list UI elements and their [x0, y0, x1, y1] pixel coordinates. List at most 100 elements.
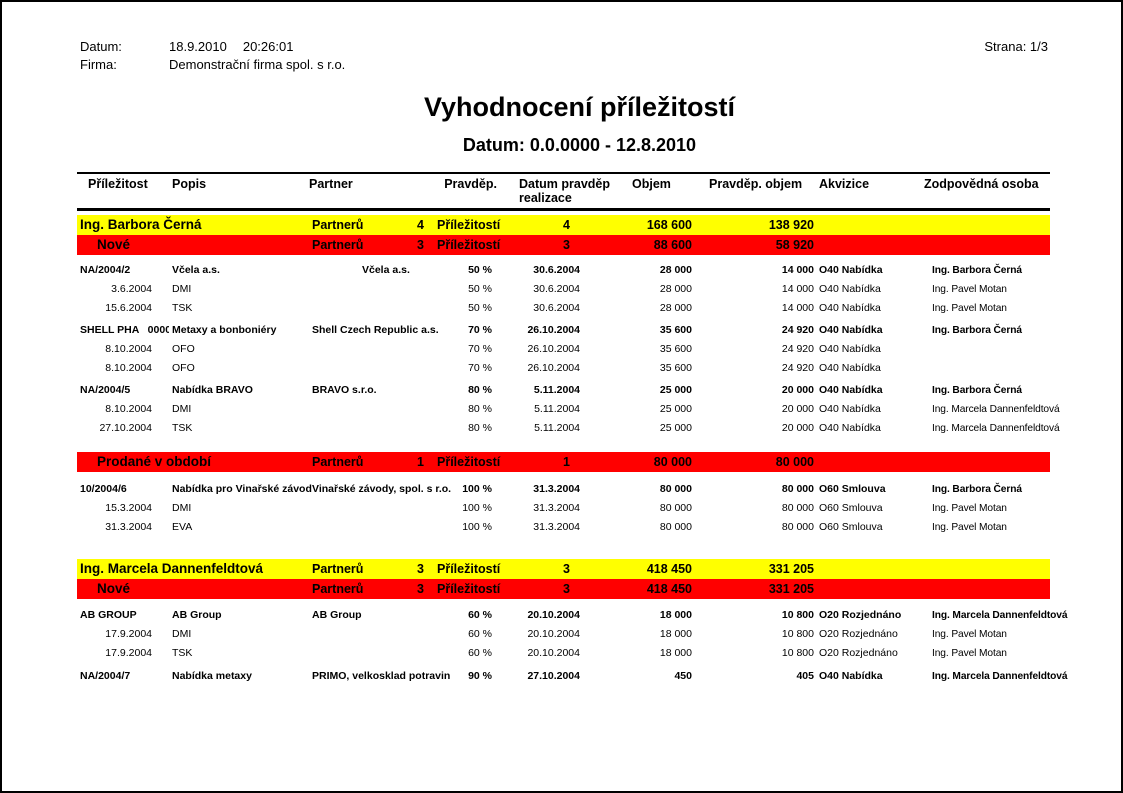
prilezitost-id: 27.10.2004	[99, 422, 152, 434]
prilezitosti-count: 1	[563, 455, 570, 469]
popis-value: OFO	[172, 362, 195, 374]
akvizice-value: O20 Rozjednáno	[819, 628, 898, 640]
akvizice-value: O40 Nabídka	[819, 403, 881, 415]
activity-row: 15.6.2004 TSK 50 % 30.6.2004 28 000 14 000 O40…	[77, 299, 1050, 318]
pravdep-value: 80 %	[468, 422, 492, 434]
popis-value: OFO	[172, 343, 195, 355]
pravdep-objem-total: 138 920	[768, 218, 814, 232]
popis-value: Nabídka BRAVO	[172, 384, 253, 396]
objem-value: 25 000	[659, 384, 692, 396]
popis-value: Včela a.s.	[172, 264, 220, 276]
zodpovedna-osoba-value: Ing. Marcela Dannenfeldtová	[932, 404, 1060, 415]
prilezitosti-label: Příležitostí	[437, 582, 501, 596]
datum-realizace-value: 31.3.2004	[533, 483, 580, 495]
pravdep-objem-value: 80 000	[781, 502, 814, 514]
prilezitost-id: 3.6.2004	[111, 283, 152, 295]
activity-row: 27.10.2004 TSK 80 % 5.11.2004 25 000 20 000 O4…	[77, 419, 1059, 438]
prilezitost-id: 8.10.2004	[105, 403, 152, 415]
datum-value: 18.9.2010	[169, 39, 227, 54]
zodpovedna-osoba-value: Ing. Barbora Černá	[932, 265, 1022, 276]
header-akvizice: Akvizice	[819, 177, 870, 191]
popis-value: AB Group	[172, 609, 222, 621]
akvizice-value: O40 Nabídka	[819, 283, 881, 295]
datum-realizace-value: 30.6.2004	[533, 283, 580, 295]
activity-row: 17.9.2004 TSK 60 % 20.10.2004 18 000 10 800 O2…	[77, 644, 1050, 663]
datum-realizace-value: 20.10.2004	[527, 628, 580, 640]
datum-realizace-value: 31.3.2004	[533, 521, 580, 533]
pravdep-objem-value: 20 000	[781, 384, 814, 396]
report-table-body: Ing. Barbora Černá Partnerů 4 Příležitostí 4…	[77, 215, 1068, 686]
partner-count: 3	[417, 582, 424, 596]
akvizice-value: O60 Smlouva	[819, 521, 883, 533]
popis-value: DMI	[172, 502, 192, 514]
activity-row: 8.10.2004 OFO 70 % 26.10.2004 35 600 24 920 O4…	[77, 340, 1050, 359]
activity-row: 15.3.2004 DMI 100 % 31.3.2004 80 000 80 000 O6…	[77, 499, 1050, 518]
popis-value: DMI	[172, 628, 192, 640]
group-name: Nové	[97, 581, 131, 596]
datum-realizace-value: 5.11.2004	[534, 422, 580, 434]
prilezitost-id: 15.6.2004	[105, 302, 152, 314]
prilezitost-id: NA/2004/2	[80, 264, 131, 276]
partner-value: BRAVO s.r.o.	[312, 384, 377, 396]
zodpovedna-osoba-value: Ing. Marcela Dannenfeldtová	[932, 610, 1068, 621]
partneru-label: Partnerů	[312, 218, 364, 232]
header-prilezitost: Příležitost	[88, 177, 148, 191]
prilezitost-id: 10/2004/6	[80, 483, 127, 495]
status-summary-row: Prodané v období Partnerů 1 Příležitostí 1 80…	[77, 452, 1050, 472]
header-objem: Objem	[632, 177, 671, 191]
prilezitosti-label: Příležitostí	[437, 238, 501, 252]
akvizice-value: O20 Rozjednáno	[819, 609, 902, 621]
akvizice-value: O40 Nabídka	[819, 343, 881, 355]
datum-realizace-value: 5.11.2004	[533, 384, 580, 396]
objem-value: 80 000	[659, 483, 692, 495]
datum-realizace-value: 5.11.2004	[534, 403, 580, 415]
pravdep-objem-total: 331 205	[768, 562, 814, 576]
opportunity-row: AB GROUP AB Group AB Group 60 % 20.10.2004 18…	[77, 606, 1068, 625]
pravdep-value: 80 %	[468, 384, 492, 396]
prilezitost-id: NA/2004/7	[80, 670, 131, 682]
activity-row: 31.3.2004 EVA 100 % 31.3.2004 80 000 80 000 O6…	[77, 518, 1050, 537]
partneru-label: Partnerů	[312, 582, 364, 596]
table-header-rule	[77, 208, 1050, 211]
firma-value: Demonstrační firma spol. s r.o.	[169, 57, 346, 72]
partner-value: PRIMO, velkosklad potravin	[312, 670, 451, 682]
pravdep-value: 70 %	[468, 324, 492, 336]
pravdep-objem-value: 80 000	[781, 521, 814, 533]
zodpovedna-osoba-value: Ing. Pavel Motan	[932, 303, 1007, 314]
akvizice-value: O40 Nabídka	[819, 324, 883, 336]
prilezitosti-count: 4	[563, 218, 570, 232]
zodpovedna-osoba-value: Ing. Barbora Černá	[932, 385, 1022, 396]
opportunity-row: SHELL PHA 00001 Metaxy a bonboniéry Shell …	[77, 321, 1050, 340]
pravdep-objem-value: 20 000	[781, 422, 814, 434]
prilezitost-id: 8.10.2004	[105, 362, 152, 374]
objem-total: 80 000	[653, 455, 692, 469]
pravdep-objem-value: 405	[796, 670, 814, 682]
group-name: Nové	[97, 237, 131, 252]
header-zodpovedna-osoba: Zodpovědná osoba	[924, 177, 1039, 191]
opportunity-row: NA/2004/2 Včela a.s. Včela a.s. 50 % 30.6.20…	[77, 261, 1050, 280]
header-pravdep: Pravděp.	[444, 177, 497, 191]
datum-realizace-value: 26.10.2004	[527, 324, 580, 336]
header-datum-line2: realizace	[519, 191, 572, 205]
report-title: Vyhodnocení příležitostí	[423, 92, 736, 122]
akvizice-value: O40 Nabídka	[819, 670, 883, 682]
prilezitosti-label: Příležitostí	[437, 562, 501, 576]
objem-value: 25 000	[659, 403, 692, 415]
popis-value: Nabídka pro Vinařské závody	[172, 483, 312, 495]
datum-realizace-value: 20.10.2004	[527, 609, 580, 621]
prilezitosti-count: 3	[563, 582, 570, 596]
datum-realizace-value: 30.6.2004	[533, 302, 580, 314]
owner-summary-row: Ing. Marcela Dannenfeldtová Partnerů 3 Příl…	[77, 559, 1050, 579]
pravdep-value: 100 %	[462, 521, 492, 533]
activity-row: 8.10.2004 DMI 80 % 5.11.2004 25 000 20 000 O40…	[77, 400, 1059, 419]
pravdep-objem-total: 58 920	[775, 238, 814, 252]
akvizice-value: O40 Nabídka	[819, 362, 881, 374]
pravdep-value: 50 %	[468, 264, 492, 276]
pravdep-value: 50 %	[468, 302, 492, 314]
datum-realizace-value: 26.10.2004	[527, 362, 580, 374]
pravdep-objem-total: 331 205	[768, 582, 814, 596]
datum-realizace-value: 20.10.2004	[527, 647, 580, 659]
partneru-label: Partnerů	[312, 455, 364, 469]
prilezitost-id: NA/2004/5	[80, 384, 131, 396]
popis-value: Metaxy a bonboniéry	[172, 324, 277, 336]
